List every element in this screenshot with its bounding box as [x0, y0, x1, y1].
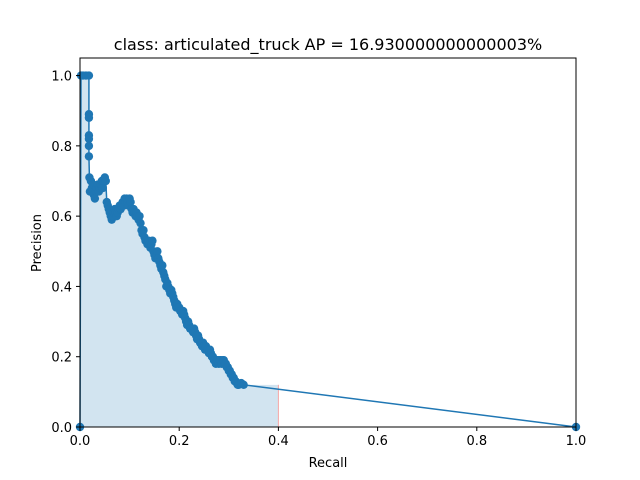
y-tick-label: 0.4	[51, 280, 72, 295]
data-point	[98, 183, 108, 193]
y-tick-label: 0.2	[51, 351, 72, 366]
x-axis-label: Recall	[309, 456, 348, 471]
x-tick-label: 1.0	[566, 434, 587, 449]
y-tick-label: 0.0	[51, 421, 72, 436]
plot-frame	[79, 57, 577, 428]
y-tick-label: 1.0	[51, 70, 72, 85]
data-point	[101, 176, 110, 186]
data-point	[84, 141, 94, 151]
data-point	[84, 134, 94, 144]
plot-area	[75, 71, 581, 432]
x-tick-label: 0.6	[367, 434, 388, 449]
data-point	[239, 380, 248, 390]
x-tick-label: 0.8	[466, 434, 487, 449]
data-point	[136, 218, 145, 228]
data-point	[135, 211, 144, 221]
x-tick-label: 0.2	[169, 434, 190, 449]
data-point	[126, 197, 135, 207]
y-axis-label: Precision	[30, 214, 45, 272]
area-fill	[80, 75, 279, 428]
y-tick-label: 0.8	[51, 140, 72, 155]
data-point	[84, 152, 94, 161]
data-point	[84, 113, 94, 122]
data-point	[84, 71, 94, 80]
chart-title: class: articulated_truck AP = 16.9300000…	[114, 35, 542, 55]
data-point	[153, 247, 162, 256]
data-point	[148, 236, 157, 245]
data-point	[90, 194, 100, 203]
axes: 0.0 0.2 0.4 0.6 0.8 1.0 0.0 0.2 0.4 0.6 0.8 1.0	[51, 57, 587, 449]
y-tick-label: 0.6	[51, 210, 72, 225]
x-tick-label: 0.4	[268, 434, 289, 449]
data-point	[139, 226, 148, 235]
x-tick-label: 0.0	[70, 434, 91, 449]
data-point	[158, 261, 167, 270]
